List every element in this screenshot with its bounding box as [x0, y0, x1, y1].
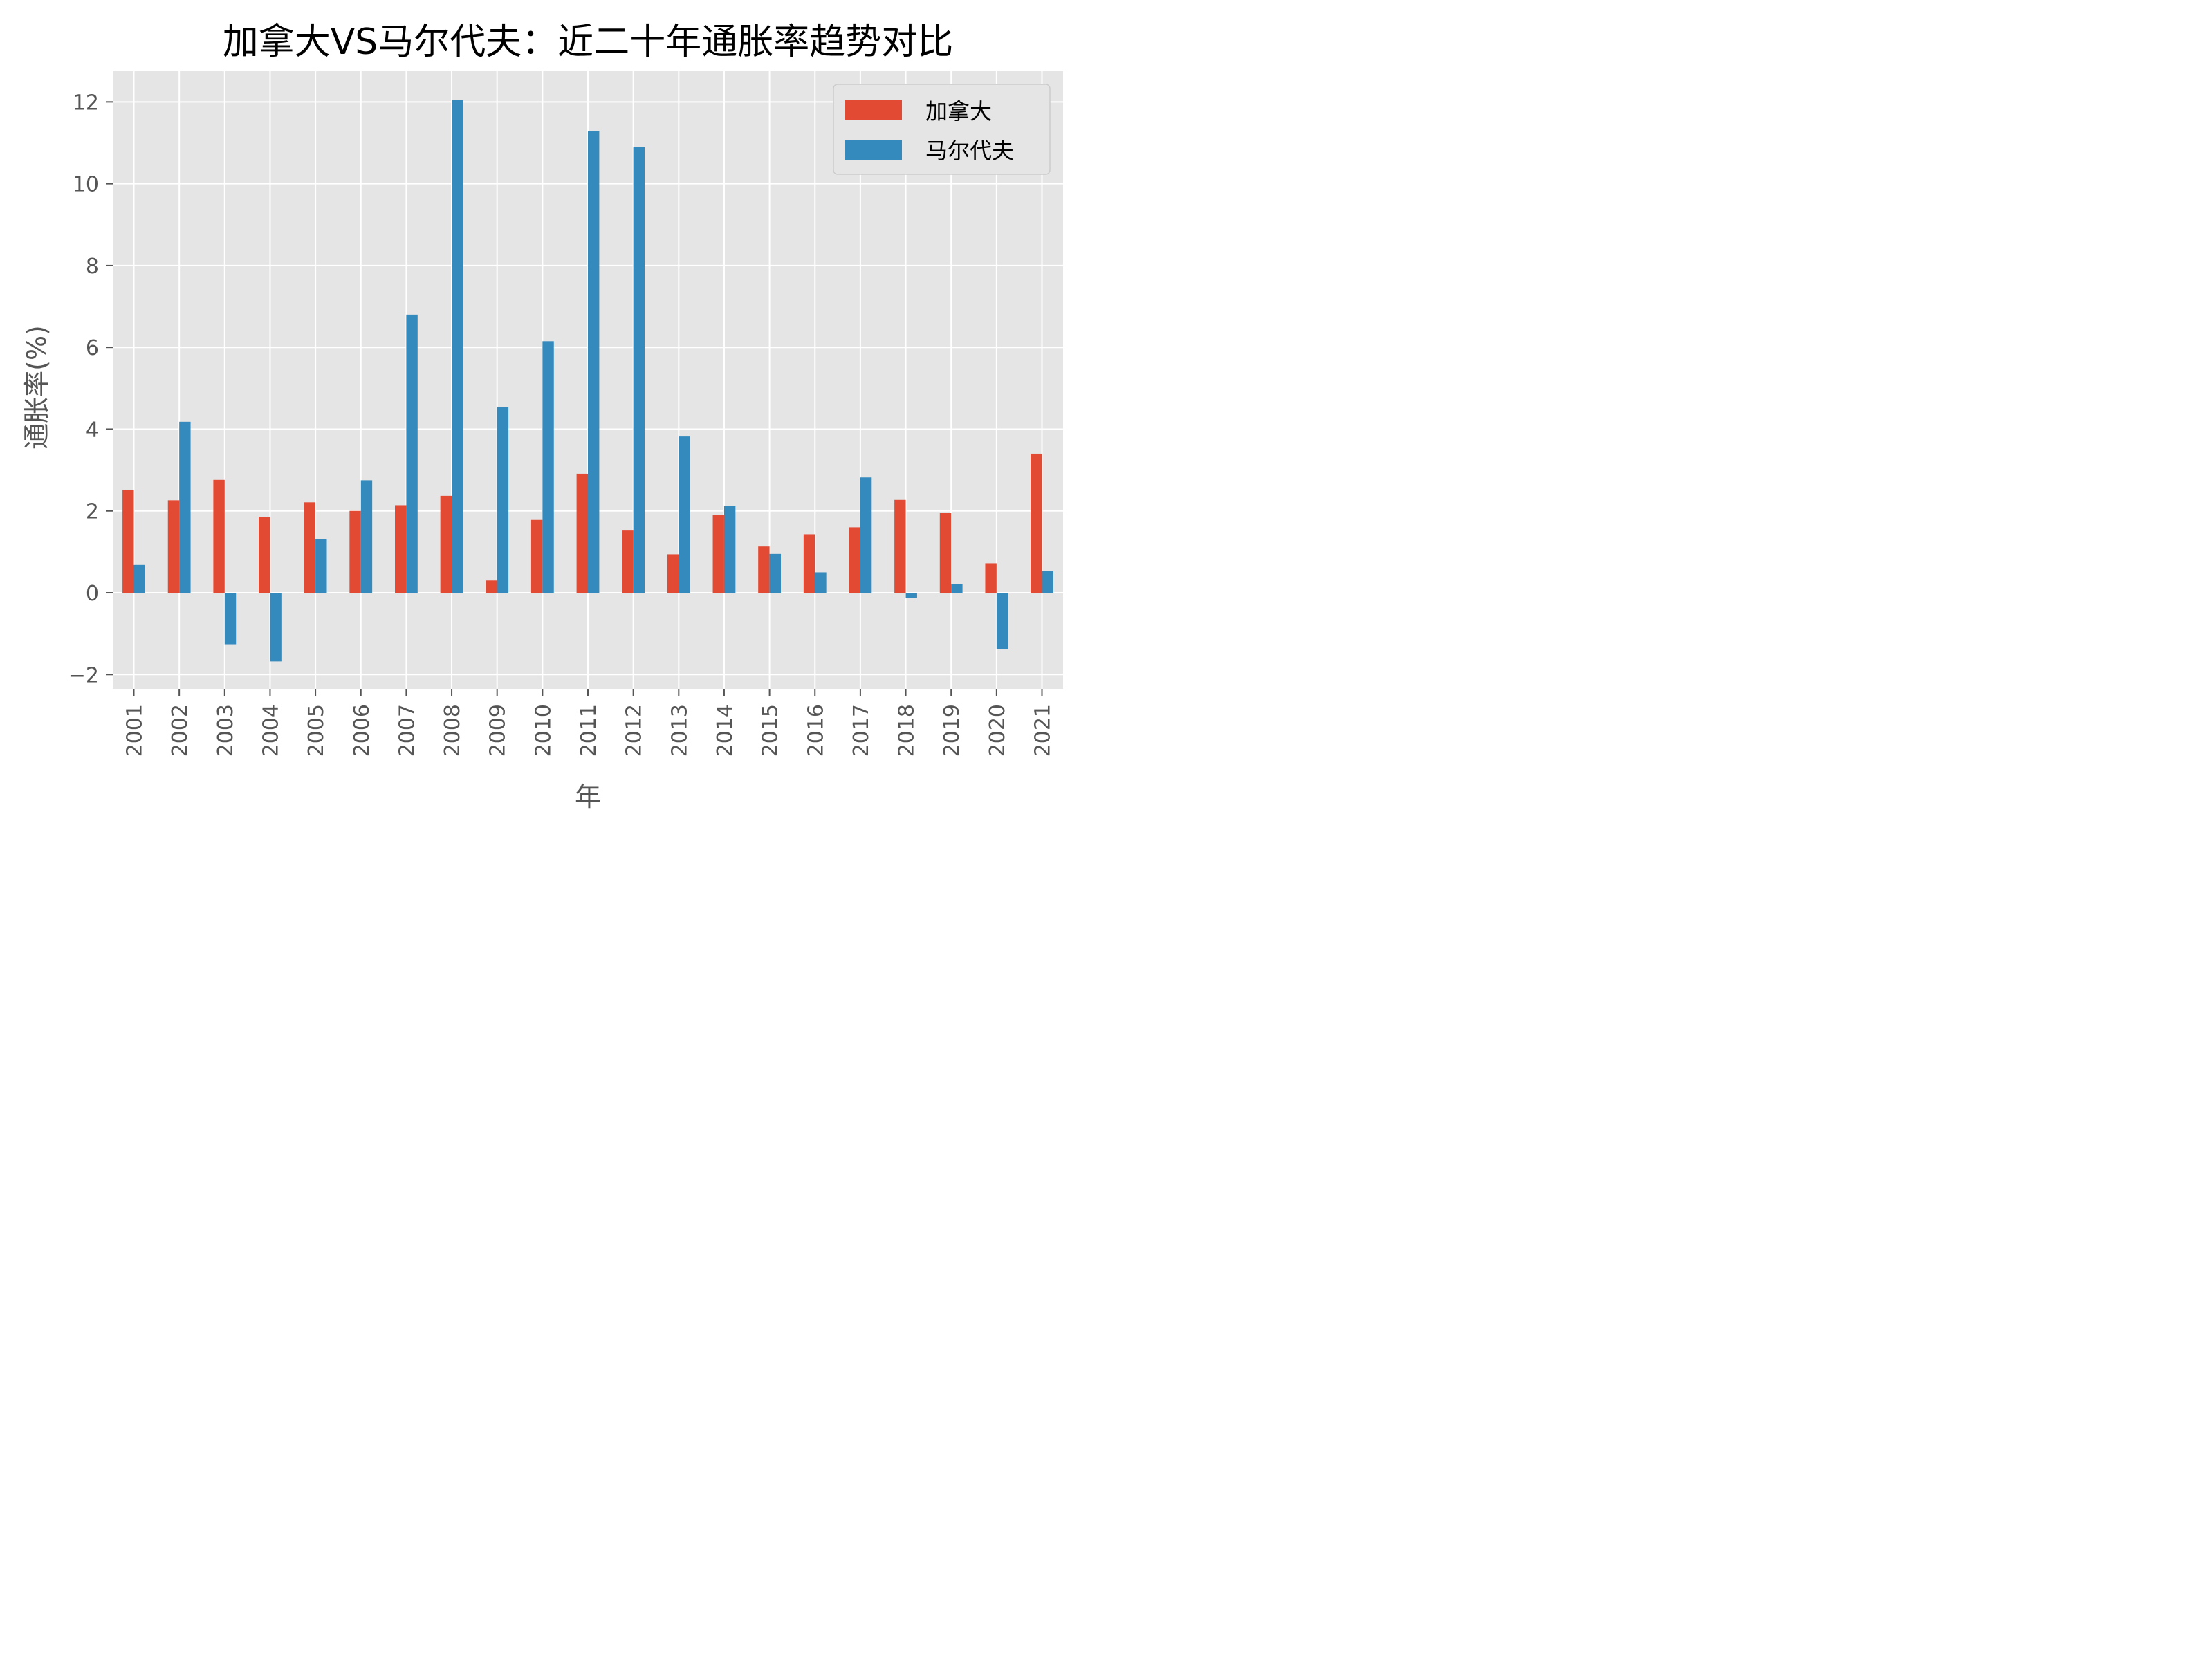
x-tick-label: 2017 [849, 704, 874, 757]
bar-maldives [588, 131, 600, 593]
bar-maldives [723, 506, 736, 593]
x-tick-label: 2012 [622, 704, 647, 757]
x-tick-label: 2003 [214, 704, 238, 757]
x-tick-label: 2013 [667, 704, 692, 757]
x-tick-label: 2011 [577, 704, 601, 757]
legend-label-canada: 加拿大 [925, 98, 992, 124]
x-tick-label: 2009 [486, 704, 510, 757]
y-tick-label: 12 [73, 91, 99, 115]
bar-maldives [769, 553, 781, 593]
x-tick-label: 2021 [1031, 704, 1055, 757]
x-axis-label: 年 [575, 782, 601, 812]
bar-canada [712, 515, 724, 593]
bar-maldives [406, 314, 418, 593]
bar-maldives [179, 421, 191, 593]
x-tick-label: 2014 [713, 704, 737, 757]
bar-canada [803, 534, 815, 593]
x-tick-label: 2019 [940, 704, 964, 757]
y-tick-label: 2 [86, 500, 99, 524]
bar-canada [259, 517, 270, 593]
bar-canada [213, 479, 225, 593]
bar-canada [667, 554, 679, 593]
legend-swatch-canada [845, 100, 902, 120]
x-tick-label: 2008 [441, 704, 465, 757]
bar-canada [894, 499, 906, 593]
legend: 加拿大 马尔代夫 [833, 84, 1051, 175]
bars-group [122, 100, 1053, 662]
y-tick-label: 6 [86, 336, 99, 360]
bar-maldives [633, 147, 645, 593]
legend-label-maldives: 马尔代夫 [925, 138, 1014, 164]
bar-canada [1031, 453, 1042, 593]
y-axis-label: 通胀率(%) [21, 325, 52, 450]
x-tick-label: 2005 [304, 704, 329, 757]
x-tick-label: 2010 [531, 704, 555, 757]
bar-maldives [497, 407, 509, 593]
bar-canada [622, 530, 634, 593]
bar-canada [440, 495, 452, 593]
bar-canada [122, 489, 134, 593]
x-tick-label: 2002 [168, 704, 192, 757]
x-tick-label: 2018 [895, 704, 919, 757]
bar-maldives [270, 593, 282, 662]
bar-canada [985, 563, 997, 593]
x-tick-label: 2004 [259, 704, 283, 757]
bar-maldives [360, 480, 373, 593]
bar-canada [304, 502, 316, 593]
x-tick-label: 2016 [804, 704, 828, 757]
bar-maldives [951, 584, 963, 593]
bar-maldives [315, 539, 327, 593]
bar-canada [486, 580, 497, 593]
x-tick-label: 2007 [395, 704, 419, 757]
bar-canada [849, 527, 860, 593]
bar-canada [349, 510, 361, 593]
x-tick-label: 2020 [986, 704, 1010, 757]
x-tick-label: 2015 [759, 704, 783, 757]
chart-title: 加拿大VS马尔代夫：近二十年通胀率趋势对比 [223, 21, 954, 63]
bar-canada [939, 513, 952, 593]
bar-canada [530, 519, 543, 593]
y-tick-label: 0 [86, 582, 99, 606]
bar-maldives [133, 564, 145, 593]
axis-ticks: −2 0 2 4 6 8 10 12 2001 2002 2003 2004 2005 2006 2007 2… [68, 91, 1055, 757]
bar-canada [758, 546, 770, 593]
bar-canada [395, 505, 407, 593]
bar-maldives [996, 593, 1008, 649]
y-tick-label: −2 [68, 663, 99, 687]
bar-canada [576, 473, 588, 593]
bar-maldives [542, 341, 554, 593]
y-tick-label: 4 [86, 418, 99, 442]
bar-canada [167, 500, 180, 593]
inflation-bar-chart: −2 0 2 4 6 8 10 12 2001 2002 2003 2004 2005 2006 2007 2… [21, 21, 1063, 812]
bar-maldives [452, 100, 463, 593]
y-tick-label: 8 [86, 255, 99, 279]
bar-maldives [1042, 571, 1053, 593]
x-tick-label: 2006 [350, 704, 374, 757]
x-tick-label: 2001 [123, 704, 147, 757]
bar-maldives [679, 436, 690, 593]
bar-maldives [815, 572, 827, 593]
y-tick-label: 10 [73, 173, 99, 197]
legend-swatch-maldives [845, 140, 902, 160]
bar-maldives [905, 593, 917, 598]
bar-maldives [224, 593, 237, 645]
bar-maldives [860, 477, 872, 593]
